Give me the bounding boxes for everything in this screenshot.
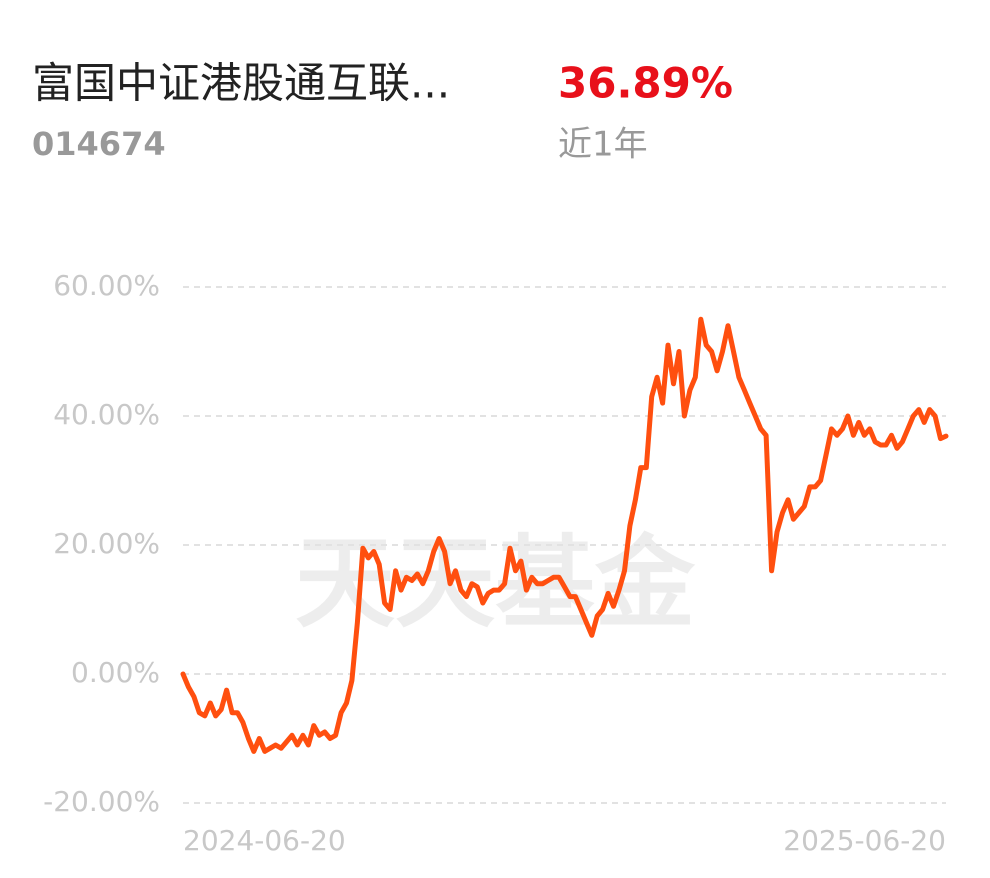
y-tick-label: 20.00% — [53, 527, 160, 560]
x-tick-label: 2025-06-20 — [783, 824, 946, 857]
return-period: 近1年 — [558, 125, 648, 165]
fund-code: 014674 — [32, 125, 166, 163]
x-tick-label: 2024-06-20 — [183, 824, 346, 857]
line-series — [180, 316, 949, 754]
y-tick-label: -20.00% — [43, 785, 160, 818]
fund-name: 富国中证港股通互联... — [32, 59, 450, 108]
return-value: 36.89% — [558, 59, 733, 108]
y-tick-label: 0.00% — [71, 656, 160, 689]
y-tick-label: 60.00% — [53, 269, 160, 302]
y-tick-label: 40.00% — [53, 398, 160, 431]
